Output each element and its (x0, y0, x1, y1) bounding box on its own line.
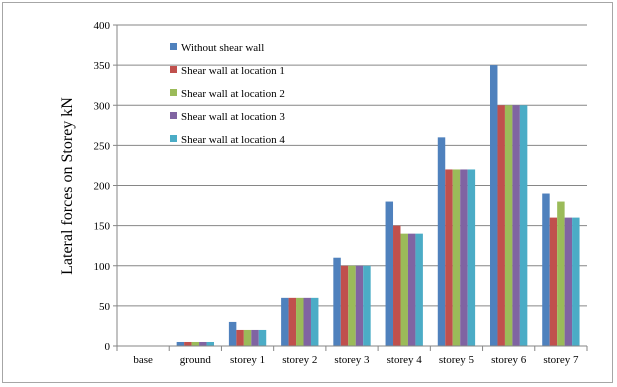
bar-shear-wall-at-location-1-storey-6 (497, 105, 505, 346)
legend-swatch (170, 66, 177, 73)
bar-shear-wall-at-location-2-storey-2 (296, 297, 304, 346)
bars (176, 65, 580, 346)
bar-shear-wall-at-location-1-storey-3 (340, 265, 349, 346)
y-tick-label: 200 (94, 181, 111, 193)
bar-shear-wall-at-location-3-storey-5 (460, 169, 468, 346)
bar-without-shear-wall-storey-6 (489, 65, 498, 346)
bar-shear-wall-at-location-4-storey-4 (415, 233, 423, 346)
bar-shear-wall-at-location-1-storey-2 (288, 297, 297, 346)
bar-without-shear-wall-ground (176, 341, 185, 346)
x-tick-label: base (133, 354, 153, 366)
legend-swatch (170, 43, 177, 50)
y-tick-label: 400 (94, 20, 111, 32)
x-axis: base ground storey 1 storey 2 storey 3 storey… (116, 345, 588, 366)
x-tick-label: ground (180, 354, 212, 366)
bar-shear-wall-at-location-2-storey-1 (243, 329, 252, 346)
y-tick-label: 150 (94, 221, 111, 233)
bar-shear-wall-at-location-2-storey-4 (400, 233, 408, 346)
bar-shear-wall-at-location-4-ground (206, 341, 215, 346)
y-tick-label: 300 (94, 100, 111, 112)
bar-without-shear-wall-storey-4 (385, 201, 394, 346)
bar-shear-wall-at-location-3-ground (199, 341, 207, 346)
legend-label: Without shear wall (181, 42, 264, 54)
bar-shear-wall-at-location-3-storey-3 (355, 265, 364, 346)
bar-shear-wall-at-location-2-storey-7 (557, 201, 565, 346)
y-tick-label: 250 (94, 140, 111, 152)
bar-shear-wall-at-location-4-storey-1 (258, 329, 267, 346)
bar-shear-wall-at-location-3-storey-7 (564, 217, 573, 346)
bar-shear-wall-at-location-3-storey-1 (251, 329, 259, 346)
bar-shear-wall-at-location-2-storey-3 (348, 265, 356, 346)
bar-shear-wall-at-location-2-storey-6 (504, 105, 513, 346)
y-tick-label: 100 (94, 261, 111, 273)
x-tick-label: storey 3 (334, 354, 370, 366)
legend-swatch (170, 135, 177, 142)
y-tick-label: 50 (99, 301, 111, 313)
legend-label: Shear wall at location 2 (181, 88, 285, 100)
bar-shear-wall-at-location-1-storey-7 (549, 217, 558, 346)
y-axis-label: Lateral forces on Storey kN (59, 97, 76, 275)
legend: Without shear wall Shear wall at location… (170, 42, 285, 146)
bar-shear-wall-at-location-1-storey-5 (445, 169, 453, 346)
bar-without-shear-wall-storey-7 (542, 193, 550, 346)
legend-label: Shear wall at location 4 (181, 134, 285, 146)
legend-swatch (170, 112, 177, 119)
legend-label: Shear wall at location 1 (181, 65, 285, 77)
y-tick-label: 0 (105, 341, 111, 353)
x-tick-label: storey 7 (543, 354, 579, 366)
bar-without-shear-wall-storey-3 (333, 257, 341, 346)
y-tick-label: 350 (94, 60, 111, 72)
legend-swatch (170, 89, 177, 96)
bar-shear-wall-at-location-1-ground (184, 341, 192, 346)
bar-without-shear-wall-storey-2 (281, 297, 289, 346)
bar-shear-wall-at-location-3-storey-4 (407, 233, 416, 346)
bar-shear-wall-at-location-3-storey-6 (512, 105, 520, 346)
bar-shear-wall-at-location-2-ground (191, 341, 200, 346)
bar-shear-wall-at-location-4-storey-5 (467, 169, 476, 346)
x-tick-label: storey 4 (387, 354, 423, 366)
y-axis: 0 50 100 150 200 250 300 350 400 (94, 20, 118, 353)
bar-shear-wall-at-location-2-storey-5 (452, 169, 461, 346)
legend-label: Shear wall at location 3 (181, 111, 285, 123)
bar-shear-wall-at-location-4-storey-7 (572, 217, 580, 346)
bar-shear-wall-at-location-4-storey-2 (310, 297, 319, 346)
bar-without-shear-wall-storey-1 (228, 321, 237, 346)
bar-shear-wall-at-location-3-storey-2 (303, 297, 311, 346)
x-tick-label: storey 2 (282, 354, 317, 366)
bar-shear-wall-at-location-1-storey-1 (236, 329, 244, 346)
x-tick-label: storey 6 (491, 354, 527, 366)
bar-without-shear-wall-storey-5 (437, 137, 446, 346)
x-tick-label: storey 5 (439, 354, 475, 366)
x-tick-label: storey 1 (230, 354, 265, 366)
bar-shear-wall-at-location-4-storey-6 (519, 105, 528, 346)
bar-shear-wall-at-location-4-storey-3 (363, 265, 371, 346)
bar-shear-wall-at-location-1-storey-4 (393, 225, 401, 346)
